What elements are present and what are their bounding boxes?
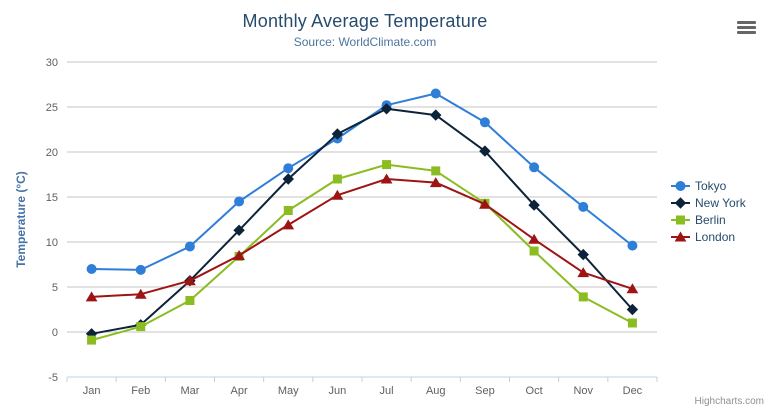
data-point-tokyo[interactable]	[529, 162, 540, 173]
data-point-tokyo[interactable]	[479, 117, 490, 128]
data-point-berlin[interactable]	[578, 292, 588, 302]
data-point-new-york[interactable]	[233, 224, 245, 237]
legend-item-label: New York	[695, 195, 746, 210]
y-axis-tick-label: 15	[46, 192, 58, 204]
data-point-berlin[interactable]	[627, 318, 637, 328]
data-point-berlin[interactable]	[87, 335, 97, 345]
legend-square-icon	[671, 215, 690, 224]
data-point-london[interactable]	[626, 283, 639, 294]
data-point-berlin[interactable]	[529, 246, 539, 256]
legend-item-london[interactable]: London	[671, 228, 746, 245]
data-point-london[interactable]	[331, 189, 344, 200]
hamburger-bar	[737, 21, 756, 24]
data-point-berlin[interactable]	[185, 296, 195, 305]
data-point-new-york[interactable]	[282, 173, 294, 185]
legend-marker-berlin	[676, 215, 685, 224]
y-axis-tick-label: 30	[46, 57, 58, 69]
legend-marker-new-york	[674, 196, 687, 209]
data-point-new-york[interactable]	[626, 303, 639, 316]
data-point-london[interactable]	[184, 275, 196, 286]
legend-item-label: London	[695, 229, 736, 244]
legend-item-tokyo[interactable]: Tokyo	[671, 177, 746, 194]
legend-circle-icon	[671, 180, 690, 191]
legend-triangle-icon	[671, 231, 690, 241]
y-axis-title: Temperature (°C)	[14, 171, 28, 268]
data-point-berlin[interactable]	[431, 166, 441, 176]
data-point-tokyo[interactable]	[135, 264, 146, 275]
data-point-new-york[interactable]	[430, 109, 442, 121]
data-point-london[interactable]	[479, 198, 491, 209]
series-tokyo	[86, 88, 638, 275]
data-point-london[interactable]	[85, 291, 98, 302]
data-point-london[interactable]	[282, 219, 295, 230]
data-point-tokyo[interactable]	[184, 241, 195, 252]
data-point-tokyo[interactable]	[578, 201, 589, 212]
x-axis-tick-label: Jun	[329, 385, 347, 397]
data-point-london[interactable]	[429, 177, 442, 188]
hamburger-menu-icon[interactable]	[737, 21, 756, 34]
x-axis-tick-label: Oct	[526, 385, 543, 397]
data-point-tokyo[interactable]	[430, 88, 441, 99]
data-point-tokyo[interactable]	[283, 163, 294, 174]
hamburger-bar	[737, 31, 756, 34]
data-point-tokyo[interactable]	[627, 240, 638, 251]
series-new-york	[85, 103, 639, 340]
x-axis-tick-label: Nov	[573, 385, 593, 397]
data-point-berlin[interactable]	[382, 160, 392, 170]
x-axis-tick-label: Jul	[380, 385, 394, 397]
series-line-london	[90, 178, 634, 298]
x-axis-tick-label: Sep	[475, 385, 495, 397]
series-line-tokyo	[90, 92, 634, 271]
x-axis-tick-label: Feb	[131, 385, 150, 397]
chart-subtitle: Source: WorldClimate.com	[293, 35, 437, 49]
y-axis-tick-label: -5	[48, 372, 58, 384]
data-point-london[interactable]	[528, 233, 540, 244]
data-point-new-york[interactable]	[577, 248, 589, 261]
x-axis-tick-label: Dec	[623, 385, 643, 397]
y-axis-tick-label: 0	[52, 327, 58, 339]
y-axis-tick-label: 5	[52, 282, 58, 294]
x-axis-tick-label: May	[278, 385, 299, 397]
legend: Tokyo New York Berlin London	[671, 177, 746, 245]
data-point-london[interactable]	[233, 250, 245, 260]
data-point-new-york[interactable]	[331, 128, 344, 140]
x-axis-tick-label: Mar	[180, 385, 199, 397]
y-axis-tick-label: 25	[46, 102, 58, 114]
y-axis-tick-label: 10	[46, 237, 58, 249]
y-axis-tick-label: 20	[46, 147, 58, 159]
x-axis-tick-label: Apr	[231, 385, 248, 397]
data-point-london[interactable]	[380, 173, 393, 184]
legend-diamond-icon	[671, 196, 690, 209]
legend-item-label: Tokyo	[695, 178, 727, 193]
data-point-tokyo[interactable]	[234, 196, 245, 207]
data-point-new-york[interactable]	[380, 103, 393, 115]
data-point-berlin[interactable]	[136, 322, 146, 332]
data-point-london[interactable]	[577, 267, 590, 278]
data-point-london[interactable]	[134, 288, 147, 299]
series-line-berlin	[90, 163, 634, 342]
series-london	[85, 173, 639, 302]
data-point-berlin[interactable]	[283, 206, 293, 215]
data-point-new-york[interactable]	[479, 145, 491, 157]
series-line-new-york	[90, 107, 634, 335]
legend-item-label: Berlin	[695, 212, 726, 227]
x-axis-tick-label: Jan	[83, 385, 101, 397]
chart-title: Monthly Average Temperature	[242, 11, 488, 31]
data-point-tokyo[interactable]	[86, 264, 97, 274]
legend-marker-london	[674, 231, 687, 241]
credits-link[interactable]: Highcharts.com	[694, 396, 764, 407]
data-point-berlin[interactable]	[332, 174, 342, 184]
legend-marker-tokyo	[675, 180, 686, 191]
legend-item-berlin[interactable]: Berlin	[671, 211, 746, 228]
data-point-new-york[interactable]	[528, 199, 540, 211]
x-axis-tick-label: Aug	[426, 385, 446, 397]
hamburger-bar	[737, 26, 756, 29]
legend-item-new-york[interactable]: New York	[671, 194, 746, 211]
